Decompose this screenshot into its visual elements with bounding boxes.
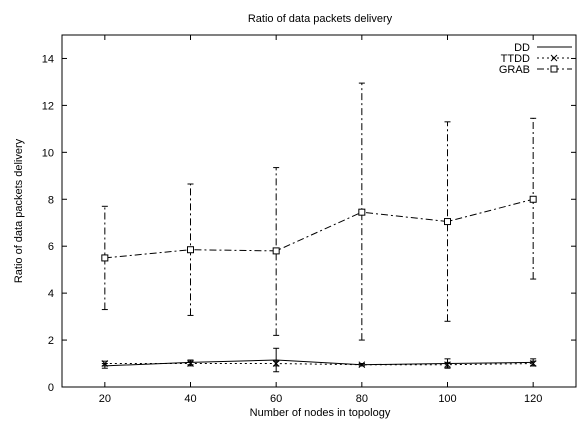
legend-label: GRAB — [499, 64, 530, 76]
data-point — [101, 254, 109, 262]
data-point — [444, 218, 451, 226]
legend-entry-dd: DD — [514, 42, 572, 54]
series-line — [104, 363, 534, 366]
data-point — [529, 195, 537, 203]
legend-entry-ttdd: TTDD — [501, 53, 572, 65]
data-point — [101, 360, 109, 367]
axis-ticks: 20 40 60 80 100 120 0 2 4 6 8 10 12 14 — [42, 35, 576, 405]
legend-label: DD — [514, 42, 530, 54]
data-point — [358, 208, 366, 216]
error-bar — [444, 121, 451, 322]
y-axis-label: Ratio of data packets delivery — [13, 138, 25, 283]
plot-frame — [61, 34, 577, 388]
series-layer — [101, 82, 537, 373]
series-ttdd — [101, 360, 537, 369]
series-grab — [101, 82, 537, 341]
y-tick-label: 12 — [42, 100, 54, 112]
data-point — [529, 360, 537, 367]
x-tick-label: 80 — [356, 393, 368, 405]
legend-label: TTDD — [501, 53, 530, 65]
y-tick-label: 14 — [42, 53, 54, 65]
legend-marker — [550, 65, 558, 73]
series-dd — [101, 347, 537, 373]
error-bar — [358, 82, 365, 341]
data-point — [272, 360, 280, 367]
chart-title: Ratio of data packets delivery — [248, 13, 393, 25]
x-tick-label: 120 — [524, 393, 542, 405]
data-point — [358, 361, 366, 369]
series-line — [104, 359, 534, 367]
x-tick-label: 40 — [184, 393, 196, 405]
series-line — [104, 198, 534, 259]
y-tick-label: 10 — [42, 147, 54, 159]
y-tick-label: 4 — [48, 288, 54, 300]
x-axis-label: Number of nodes in topology — [250, 407, 391, 419]
data-point — [272, 247, 280, 255]
x-tick-label: 100 — [438, 393, 456, 405]
y-tick-label: 0 — [48, 382, 54, 394]
y-tick-label: 8 — [48, 194, 54, 206]
y-tick-label: 6 — [48, 241, 54, 253]
data-point — [187, 360, 194, 367]
legend-marker — [550, 54, 558, 62]
x-tick-label: 60 — [270, 393, 282, 405]
x-tick-label: 20 — [99, 393, 111, 405]
y-tick-label: 2 — [48, 335, 54, 347]
data-point — [444, 361, 451, 369]
legend-entry-grab: GRAB — [499, 64, 572, 76]
error-bar — [273, 167, 280, 336]
data-point — [187, 246, 194, 254]
